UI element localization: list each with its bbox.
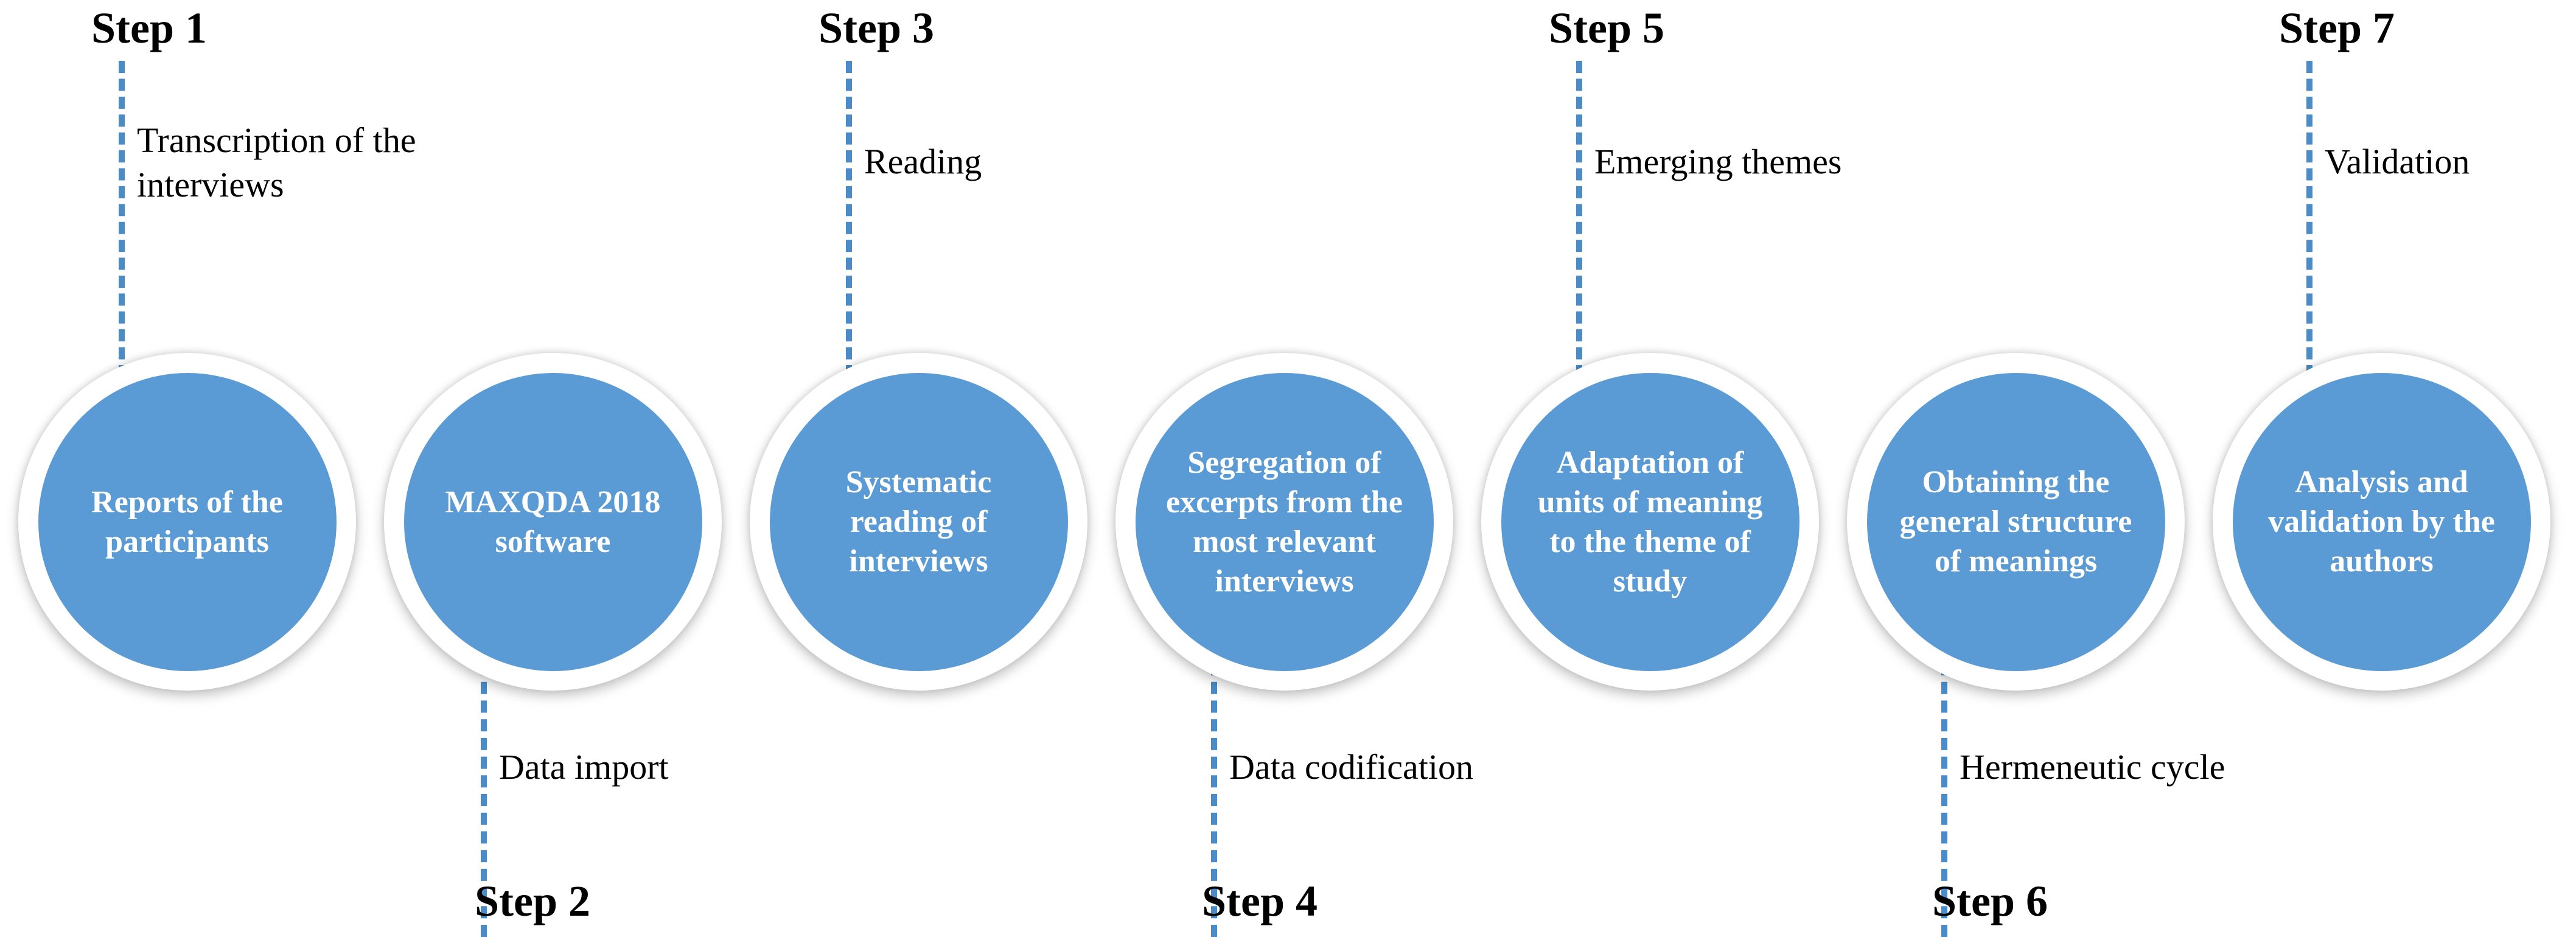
circle-text-4: Segregation of excerpts from the most re… <box>1160 443 1409 601</box>
circle-inner-4: Segregation of excerpts from the most re… <box>1136 373 1434 671</box>
annotation-3: Reading <box>864 140 982 184</box>
annotation-2: Data import <box>499 745 669 790</box>
circle-text-7: Analysis and validation by the authors <box>2257 462 2507 581</box>
circle-row: Reports of the participants MAXQDA 2018 … <box>18 353 2550 691</box>
annotation-7: Validation <box>2325 140 2470 184</box>
annotation-6: Hermeneutic cycle <box>1960 745 2225 790</box>
circle-outer-3: Systematic reading of interviews <box>750 353 1087 691</box>
circle-inner-6: Obtaining the general structure of meani… <box>1867 373 2165 671</box>
step-label-4: Step 4 <box>1202 876 1318 927</box>
diagram-container: Step 1 Step 2 Step 3 Step 4 Step 5 Step … <box>0 0 2576 936</box>
circle-text-5: Adaptation of units of meaning to the th… <box>1526 443 1775 601</box>
circle-outer-5: Adaptation of units of meaning to the th… <box>1481 353 1819 691</box>
step-label-5: Step 5 <box>1549 3 1664 54</box>
circle-inner-1: Reports of the participants <box>38 373 337 671</box>
circle-inner-7: Analysis and validation by the authors <box>2233 373 2531 671</box>
circle-inner-3: Systematic reading of interviews <box>770 373 1068 671</box>
connector-line-1 <box>119 61 125 377</box>
connector-line-3 <box>846 61 852 377</box>
circle-text-2: MAXQDA 2018 software <box>428 482 678 562</box>
circle-text-1: Reports of the participants <box>63 482 312 562</box>
circle-outer-1: Reports of the participants <box>18 353 356 691</box>
circle-inner-5: Adaptation of units of meaning to the th… <box>1501 373 1799 671</box>
annotation-4: Data codification <box>1229 745 1473 790</box>
circle-outer-6: Obtaining the general structure of meani… <box>1847 353 2185 691</box>
connector-line-5 <box>1576 61 1582 377</box>
circle-text-6: Obtaining the general structure of meani… <box>1891 462 2141 581</box>
step-label-6: Step 6 <box>1932 876 2048 927</box>
step-label-7: Step 7 <box>2279 3 2395 54</box>
circle-outer-7: Analysis and validation by the authors <box>2213 353 2550 691</box>
circle-outer-2: MAXQDA 2018 software <box>384 353 722 691</box>
step-label-1: Step 1 <box>91 3 207 54</box>
step-label-2: Step 2 <box>475 876 590 927</box>
step-label-3: Step 3 <box>819 3 934 54</box>
annotation-5: Emerging themes <box>1594 140 1841 184</box>
annotation-1: Transcription of the interviews <box>137 119 453 207</box>
connector-line-7 <box>2306 61 2312 377</box>
circle-text-3: Systematic reading of interviews <box>794 462 1044 581</box>
circle-outer-4: Segregation of excerpts from the most re… <box>1115 353 1453 691</box>
circle-inner-2: MAXQDA 2018 software <box>404 373 702 671</box>
